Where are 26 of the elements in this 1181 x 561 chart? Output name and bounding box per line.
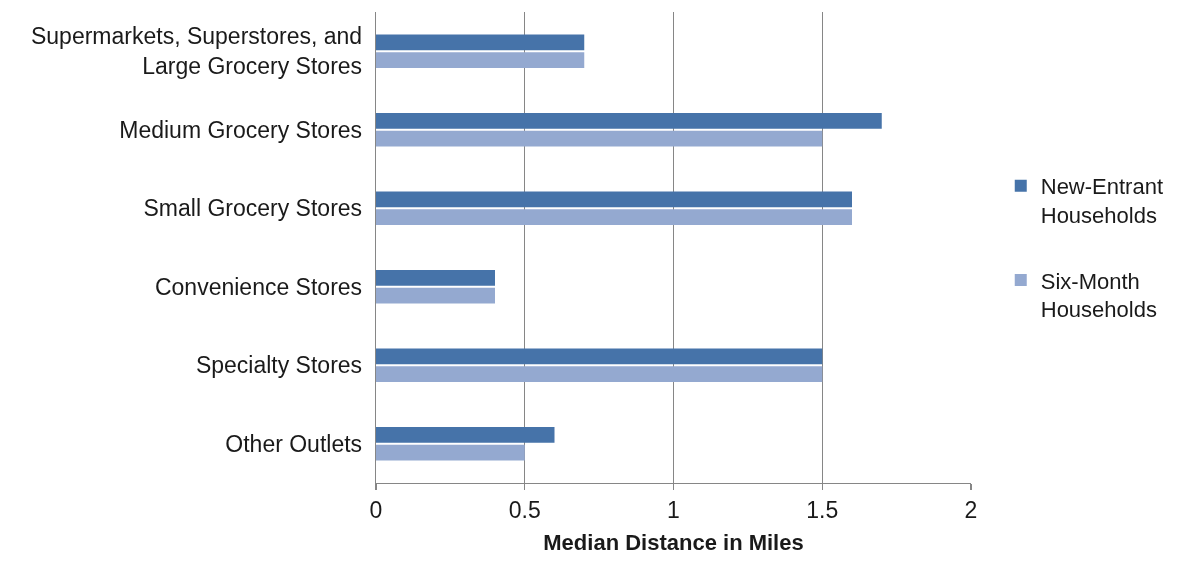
bar — [376, 269, 495, 286]
bar — [376, 112, 882, 129]
y-tick-label: Small Grocery Stores — [143, 195, 363, 222]
bar — [376, 191, 852, 208]
x-tick-label: 2 — [964, 496, 978, 523]
bar — [376, 287, 495, 304]
bar — [376, 209, 852, 226]
y-tick-label: Medium Grocery Stores — [119, 116, 363, 143]
y-tick-label: Supermarkets, Superstores, and Large Grocery Stores — [30, 23, 363, 80]
bar — [376, 426, 555, 443]
legend-label: New-Entrant Households — [1040, 174, 1164, 228]
bar — [376, 348, 823, 365]
legend-label: Six-Month Households — [1040, 268, 1157, 323]
bar — [376, 52, 585, 69]
x-axis-title: Median Distance in Miles — [543, 529, 804, 555]
x-tick-label: 1 — [667, 496, 680, 523]
x-tick-label: 0 — [369, 496, 383, 523]
bar — [376, 130, 823, 147]
y-tick-label: Other Outlets — [225, 430, 363, 457]
bar — [376, 444, 525, 461]
x-tick-label: 0.5 — [508, 496, 541, 523]
bar — [376, 366, 823, 383]
y-tick-label: Specialty Stores — [195, 352, 363, 379]
x-tick-label: 1.5 — [806, 496, 839, 523]
bar — [376, 34, 585, 51]
y-tick-label: Convenience Stores — [154, 273, 363, 300]
